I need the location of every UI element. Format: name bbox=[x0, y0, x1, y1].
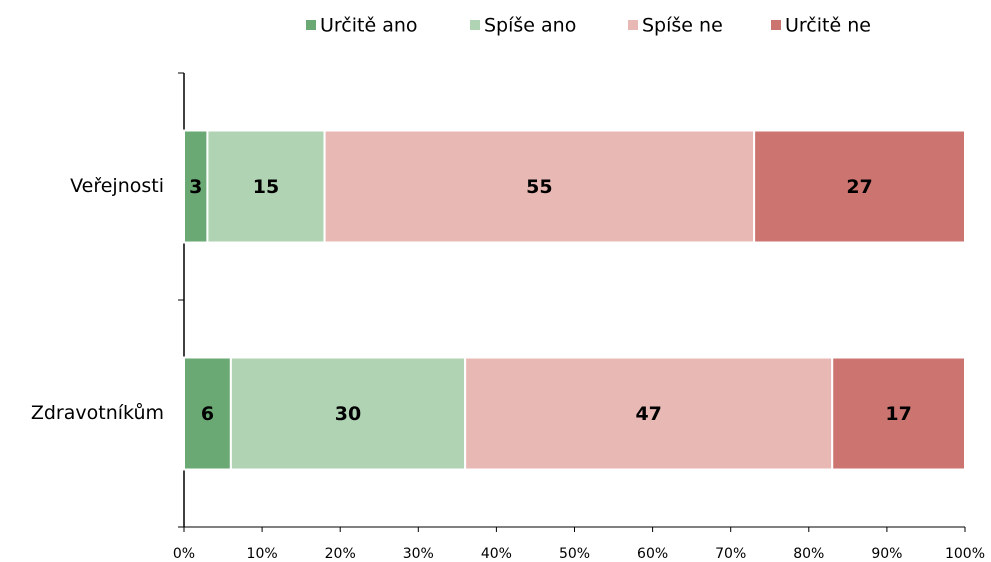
legend-label: Spíše ano bbox=[484, 15, 576, 37]
legend-swatch bbox=[628, 20, 638, 30]
bar-segment bbox=[831, 356, 966, 471]
x-tick-label: 70% bbox=[715, 546, 746, 562]
data-label: 30 bbox=[335, 403, 361, 425]
data-label: 17 bbox=[885, 403, 911, 425]
x-tick-label: 0% bbox=[173, 546, 195, 562]
x-tick-label: 30% bbox=[403, 546, 434, 562]
y-tick-label: Veřejnosti bbox=[70, 175, 164, 197]
legend-swatch bbox=[470, 20, 480, 30]
bar-segment bbox=[206, 129, 326, 244]
data-label: 47 bbox=[635, 403, 661, 425]
bar-segment bbox=[753, 129, 966, 244]
data-label: 3 bbox=[189, 176, 202, 198]
legend-label: Určitě ne bbox=[785, 15, 871, 37]
x-tick-label: 10% bbox=[247, 546, 278, 562]
x-tick-label: 20% bbox=[325, 546, 356, 562]
x-tick-label: 50% bbox=[559, 546, 590, 562]
x-tick-label: 40% bbox=[481, 546, 512, 562]
y-tick-label: Zdravotníkům bbox=[31, 402, 164, 424]
bar-segment bbox=[323, 129, 756, 244]
x-tick-label: 90% bbox=[871, 546, 902, 562]
x-tick-label: 80% bbox=[793, 546, 824, 562]
bar-segment bbox=[464, 356, 834, 471]
legend-swatch bbox=[306, 20, 316, 30]
data-label: 27 bbox=[846, 176, 872, 198]
legend-swatch bbox=[771, 20, 781, 30]
x-tick-label: 100% bbox=[945, 546, 985, 562]
bar-segment bbox=[229, 356, 467, 471]
data-label: 15 bbox=[253, 176, 279, 198]
legend-label: Spíše ne bbox=[642, 15, 723, 37]
legend-label: Určitě ano bbox=[320, 15, 418, 37]
bar-segment bbox=[183, 356, 232, 471]
data-label: 55 bbox=[526, 176, 552, 198]
data-label: 6 bbox=[201, 403, 214, 425]
x-tick-label: 60% bbox=[637, 546, 668, 562]
